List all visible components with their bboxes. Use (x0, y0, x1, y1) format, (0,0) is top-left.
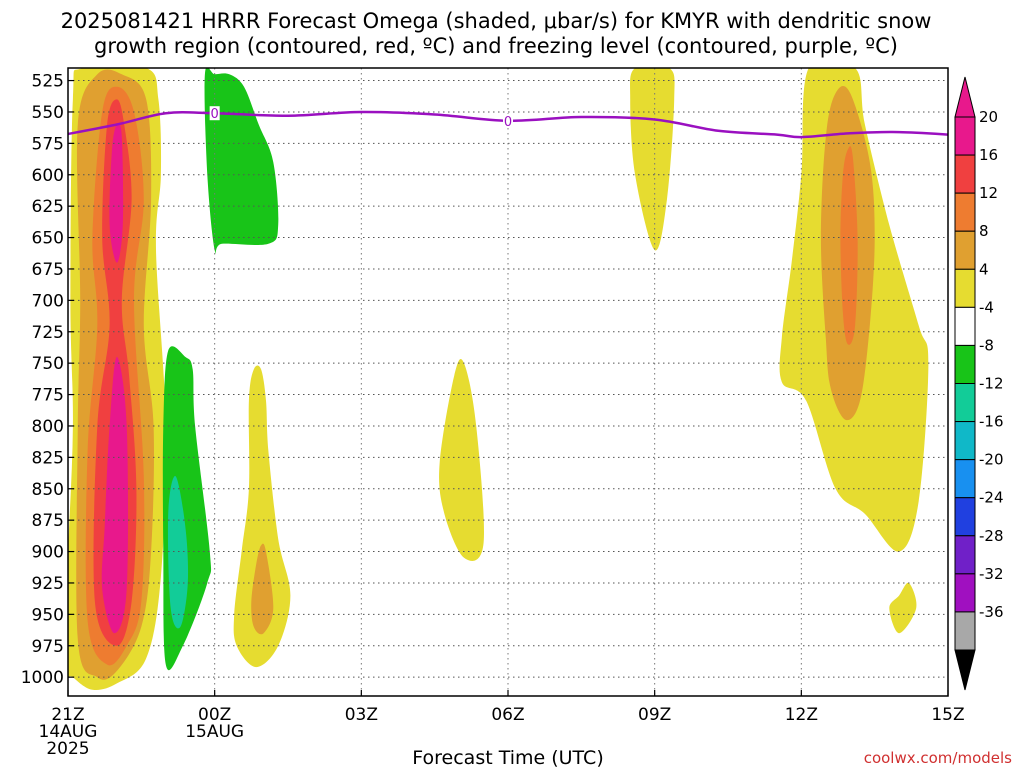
colorbar-bin (954, 230, 976, 270)
colorbar-label: 12 (979, 184, 998, 202)
omega-shaded-regions (68, 68, 929, 690)
colorbar-label: -8 (979, 336, 994, 354)
colorbar-bin (954, 573, 976, 613)
freezing-level-labels: 00 (209, 106, 513, 130)
y-tick-label: 625 (32, 197, 64, 217)
colorbar-label: -20 (979, 451, 1004, 469)
omega-region (167, 476, 189, 629)
y-tick-label: 825 (32, 448, 64, 468)
omega-region (101, 356, 129, 634)
gridlines (68, 68, 948, 696)
colorbar-bin (954, 306, 976, 346)
y-tick-label: 750 (32, 354, 64, 374)
y-tick-label: 550 (32, 103, 64, 123)
y-tick-label: 925 (32, 574, 64, 594)
colorbar-label: 16 (979, 146, 998, 164)
omega-region (233, 365, 291, 668)
omega-region (204, 68, 279, 255)
y-tick-label: 875 (32, 511, 64, 531)
x-axis-label: Forecast Time (UTC) (412, 747, 603, 768)
colorbar-top-arrow (954, 76, 976, 118)
y-tick-label: 650 (32, 229, 64, 249)
freezing-level-contour (68, 110, 948, 139)
colorbar-bin (954, 192, 976, 232)
colorbar-label: -32 (979, 565, 1004, 583)
y-tick-label: 850 (32, 480, 64, 500)
freezing-label-bg (503, 113, 513, 128)
colorbar-bin (954, 344, 976, 384)
colorbar-label: -36 (979, 603, 1004, 621)
colorbar-bin (954, 268, 976, 308)
x-tick-label: 03Z (345, 705, 378, 725)
y-tick-label: 775 (32, 386, 64, 406)
credit-text: coolwx.com/models (864, 749, 1012, 767)
colorbar-label: 4 (979, 260, 989, 278)
y-tick-label: 725 (32, 323, 64, 343)
y-tick-label: 675 (32, 260, 64, 280)
colorbar-label: -12 (979, 375, 1004, 393)
colorbar-label: -4 (979, 298, 994, 316)
y-tick-label: 900 (32, 543, 64, 563)
x-tick-label: 21Z (51, 705, 84, 725)
colorbar-bin (954, 497, 976, 537)
colorbar-bin (954, 611, 976, 651)
y-tick-label: 1000 (21, 668, 64, 688)
freezing-level-label: 0 (211, 107, 219, 122)
chart-title-line2: growth region (contoured, red, ºC) and f… (94, 34, 898, 58)
y-tick-label: 525 (32, 72, 64, 92)
y-axis-ticks: 525 550 575 600 625 650 675 700 725 750 775 800 825 8… (21, 72, 74, 688)
colorbar-label: -24 (979, 489, 1004, 507)
plot-area: 00 (67, 67, 949, 697)
x-tick-label: 00Z (198, 705, 231, 725)
colorbar-bin (954, 459, 976, 499)
y-tick-label: 975 (32, 637, 64, 657)
colorbar-label: -16 (979, 413, 1004, 431)
x-tick-label: 09Z (638, 705, 671, 725)
omega-region (109, 123, 124, 263)
x-tick-label: 06Z (491, 705, 524, 725)
y-tick-label: 800 (32, 417, 64, 437)
y-tick-label: 700 (32, 291, 64, 311)
colorbar-label: 20 (979, 108, 998, 126)
omega-region (630, 68, 675, 251)
colorbar-bottom-arrow (954, 649, 976, 691)
y-tick-label: 575 (32, 134, 64, 154)
y-tick-label: 950 (32, 605, 64, 625)
colorbar-bin (954, 535, 976, 575)
colorbar-label: 8 (979, 222, 989, 240)
x-tick-sublabel: 15AUG (185, 722, 244, 742)
x-tick-sublabel: 2025 (46, 739, 89, 759)
omega-region (840, 146, 858, 345)
x-tick-label: 12Z (785, 705, 818, 725)
x-tick-label: 15Z (931, 705, 964, 725)
colorbar-bin (954, 421, 976, 461)
colorbar-bin (954, 383, 976, 423)
x-tick-sublabel: 14AUG (39, 722, 98, 742)
chart-title-line1: 2025081421 HRRR Forecast Omega (shaded, … (61, 9, 932, 33)
omega-region (889, 582, 917, 634)
colorbar-bin (954, 154, 976, 194)
colorbar: 20 16 12 8 4 -4 -8 -12 -16 -20 -24 -28 -32 -36 (954, 76, 1004, 691)
freezing-label-bg (209, 106, 220, 121)
y-tick-label: 600 (32, 166, 64, 186)
colorbar-label: -28 (979, 527, 1004, 545)
colorbar-bin (954, 116, 976, 156)
omega-region (251, 543, 274, 635)
freezing-level-label: 0 (504, 115, 512, 130)
omega-region (439, 358, 484, 561)
